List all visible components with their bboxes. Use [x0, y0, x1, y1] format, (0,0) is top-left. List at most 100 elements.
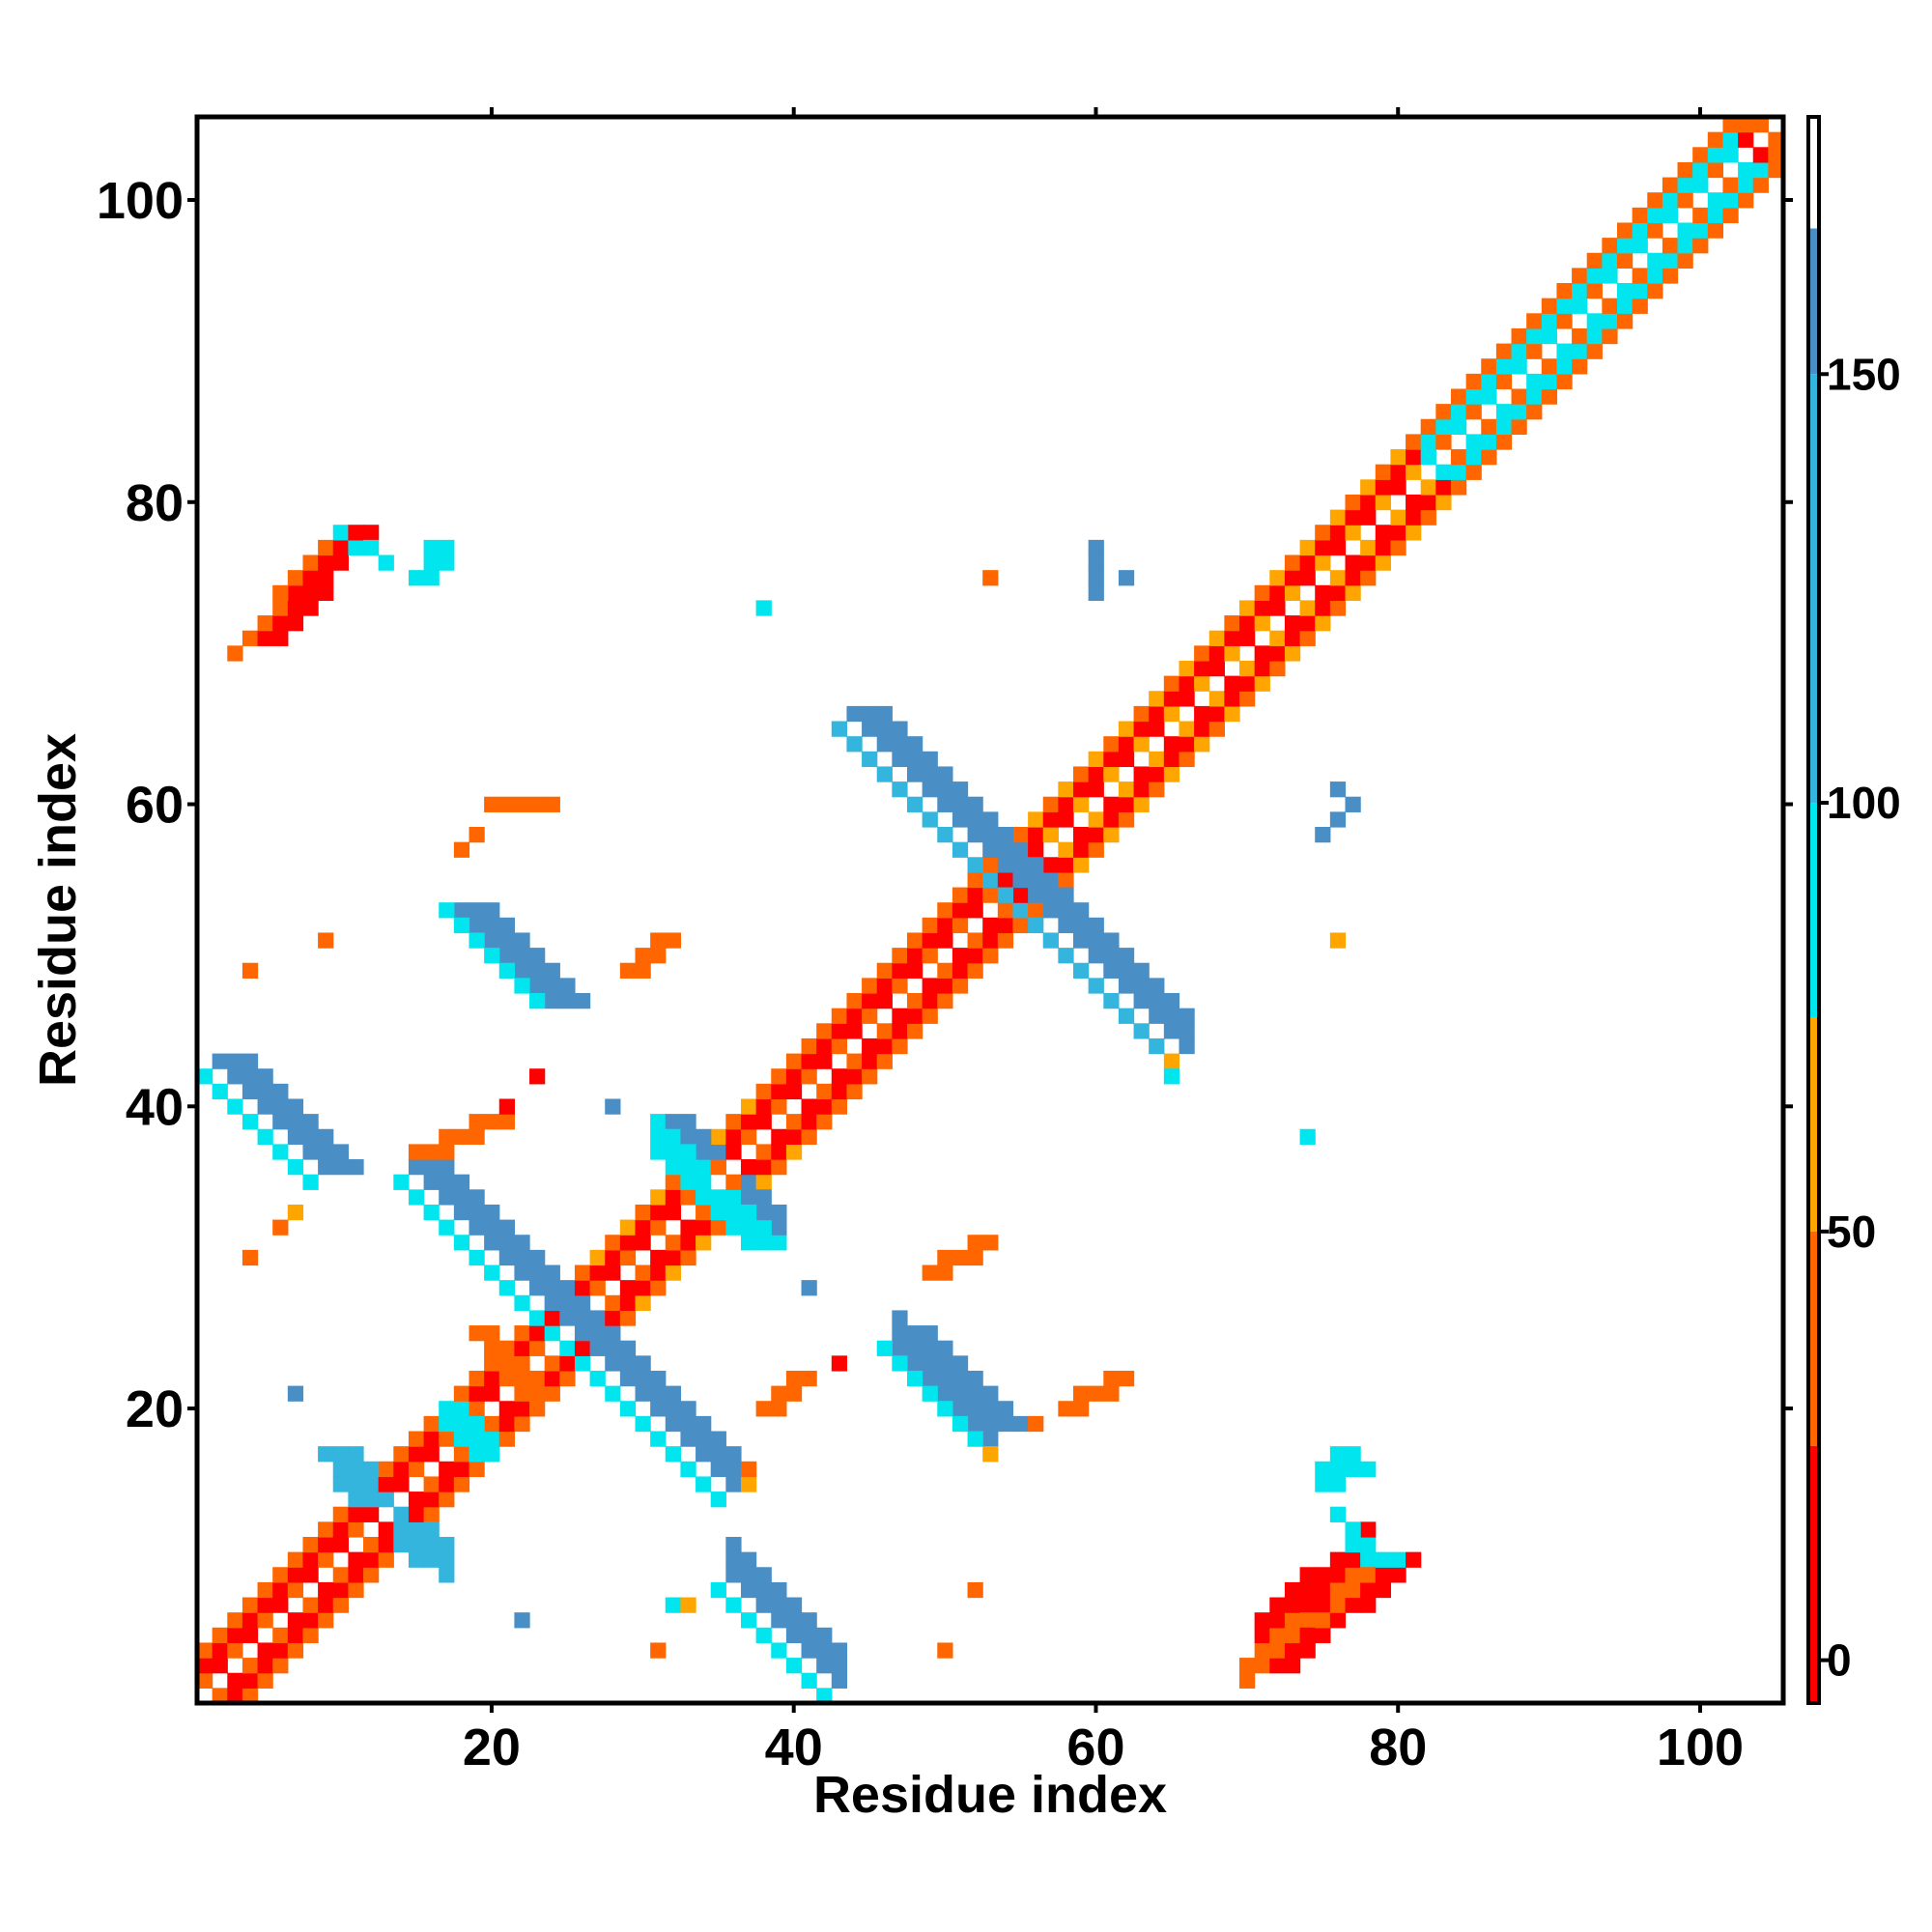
heatmap-cell	[831, 1083, 848, 1100]
heatmap-cell	[1707, 131, 1724, 148]
heatmap-cell	[453, 1235, 470, 1251]
heatmap-cell	[1329, 1567, 1347, 1583]
heatmap-cell	[1722, 147, 1739, 163]
heatmap-cell	[1284, 645, 1301, 662]
heatmap-cell	[952, 1249, 969, 1266]
heatmap-cell	[831, 721, 848, 737]
heatmap-cell	[1073, 902, 1090, 919]
heatmap-cell	[1103, 751, 1120, 768]
heatmap-cell	[498, 948, 515, 964]
heatmap-cell	[484, 1264, 500, 1281]
heatmap-cell	[635, 1264, 651, 1281]
heatmap-cell	[922, 1264, 938, 1281]
heatmap-cell	[1103, 811, 1120, 828]
heatmap-cell	[876, 1037, 893, 1055]
heatmap-cell	[635, 1219, 651, 1236]
heatmap-cell	[408, 1521, 425, 1538]
heatmap-cell	[1345, 1597, 1361, 1613]
heatmap-cell	[1224, 630, 1240, 646]
heatmap-cell	[272, 1642, 289, 1659]
heatmap-cell	[287, 1612, 304, 1629]
heatmap-cell	[785, 1068, 803, 1085]
heatmap-cell	[922, 993, 938, 1009]
heatmap-cell	[227, 1642, 243, 1659]
heatmap-cell	[469, 917, 485, 934]
heatmap-cell	[453, 917, 470, 934]
heatmap-cell	[1012, 1415, 1029, 1433]
heatmap-cell	[922, 948, 938, 964]
heatmap-cell	[302, 1627, 319, 1644]
heatmap-cell	[272, 1658, 289, 1674]
heatmap-cell	[484, 932, 500, 949]
heatmap-cell	[498, 1415, 515, 1433]
heatmap-cell	[287, 1204, 304, 1221]
heatmap-cell	[408, 1446, 425, 1463]
heatmap-cell	[408, 1506, 425, 1522]
heatmap-cell	[1315, 600, 1331, 616]
heatmap-cell	[1360, 570, 1377, 586]
heatmap-cell	[1299, 600, 1316, 616]
heatmap-cell	[1149, 705, 1165, 723]
heatmap-cell	[1284, 615, 1301, 632]
heatmap-cell	[665, 1114, 682, 1130]
heatmap-cell	[952, 1415, 969, 1433]
heatmap-cell	[862, 705, 878, 723]
heatmap-cell	[680, 1249, 696, 1266]
heatmap-cell	[892, 978, 908, 994]
heatmap-cell	[1058, 796, 1074, 812]
heatmap-cell	[1360, 479, 1377, 496]
heatmap-cell	[408, 1461, 425, 1478]
heatmap-cell	[1329, 539, 1347, 556]
heatmap-cell	[1329, 1597, 1347, 1613]
heatmap-cell	[1208, 645, 1225, 662]
heatmap-cell	[1768, 147, 1783, 163]
heatmap-cell	[967, 962, 983, 979]
heatmap-cell	[1556, 358, 1573, 375]
heatmap-cell	[1632, 222, 1648, 239]
heatmap-cell	[831, 1642, 848, 1659]
heatmap-cell	[906, 993, 923, 1009]
heatmap-cell	[408, 1551, 425, 1568]
heatmap-cell	[514, 796, 530, 812]
heatmap-cell	[257, 1098, 273, 1115]
heatmap-cell	[1058, 811, 1074, 828]
heatmap-cell	[529, 1068, 546, 1085]
heatmap-cell	[1315, 539, 1331, 556]
heatmap-cell	[272, 630, 289, 646]
heatmap-cell	[1194, 736, 1210, 753]
heatmap-cell	[498, 1280, 515, 1296]
heatmap-cell	[1586, 283, 1603, 299]
heatmap-cell	[1118, 721, 1135, 737]
heatmap-cell	[635, 1204, 651, 1221]
heatmap-cell	[1692, 238, 1709, 254]
heatmap-cell	[318, 539, 334, 556]
heatmap-cell	[423, 1536, 440, 1553]
heatmap-cell	[1345, 525, 1361, 541]
heatmap-cell	[801, 1370, 817, 1387]
heatmap-cell	[514, 932, 530, 949]
heatmap-cell	[257, 1128, 273, 1145]
heatmap-cell	[318, 1551, 334, 1568]
heatmap-cell	[937, 766, 953, 782]
heatmap-cell	[378, 1536, 394, 1553]
heatmap-cell	[1315, 826, 1331, 843]
heatmap-cell	[619, 1370, 637, 1387]
heatmap-cell	[484, 1385, 500, 1402]
heatmap-cell	[1360, 1461, 1377, 1478]
heatmap-cell	[952, 1385, 969, 1402]
heatmap-cell	[650, 1264, 667, 1281]
heatmap-cell	[801, 1672, 817, 1689]
x-axis-title: Residue index	[813, 1766, 1167, 1824]
heatmap-cell	[710, 1144, 726, 1160]
heatmap-cell	[1406, 1551, 1422, 1568]
heatmap-cell	[514, 1235, 530, 1251]
heatmap-cell	[197, 1658, 213, 1674]
heatmap-cell	[1329, 1461, 1347, 1478]
heatmap-cell	[318, 1144, 334, 1160]
heatmap-cell	[1511, 418, 1527, 435]
heatmap-cell	[1012, 826, 1029, 843]
heatmap-cell	[439, 1219, 455, 1236]
heatmap-cell	[1390, 464, 1406, 480]
heatmap-cell	[1345, 1551, 1361, 1568]
